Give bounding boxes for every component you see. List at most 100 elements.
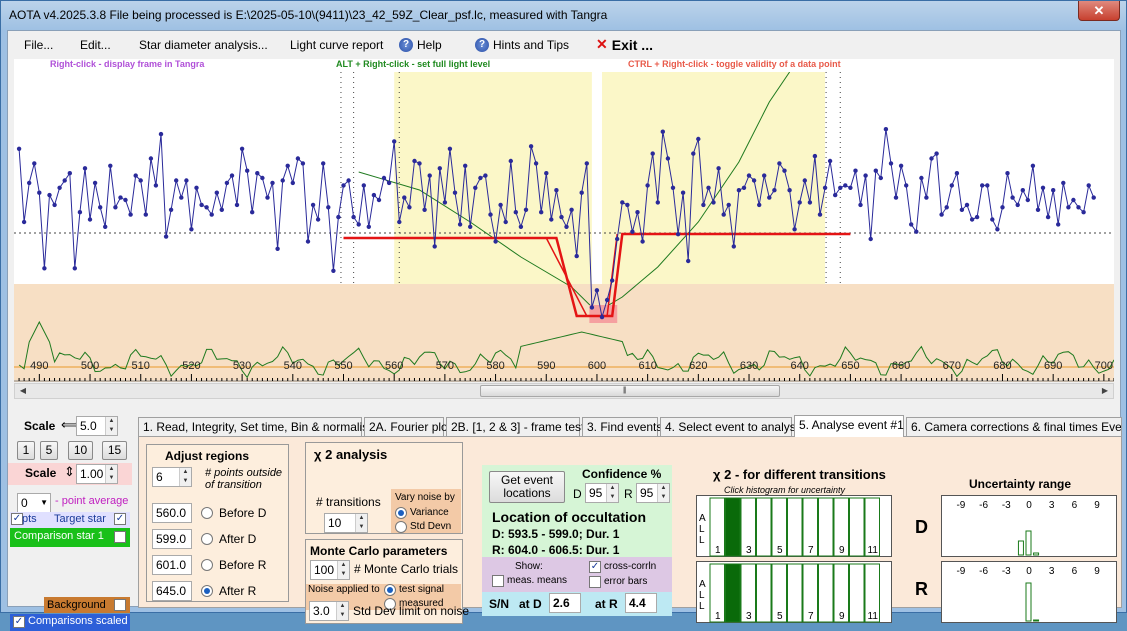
background-checkbox[interactable] bbox=[114, 599, 126, 611]
measured-label: measured bbox=[399, 598, 444, 609]
tab-select-event[interactable]: 4. Select event to analyse bbox=[660, 417, 802, 436]
data-point bbox=[498, 202, 503, 208]
menu-star-diameter[interactable]: Star diameter analysis... bbox=[139, 38, 268, 52]
variance-radio[interactable] bbox=[395, 507, 407, 519]
points-outside-spinner[interactable]: 6 ▲ ▼ bbox=[152, 467, 192, 487]
meas-means-checkbox[interactable] bbox=[492, 575, 504, 587]
spinner-arrows-icon[interactable]: ▲ ▼ bbox=[606, 484, 618, 502]
background-row bbox=[44, 597, 130, 613]
title-bar[interactable]: AOTA v4.2025.3.8 File being processed is… bbox=[1, 1, 1126, 29]
scroll-left-icon[interactable]: ◀ bbox=[19, 386, 27, 395]
at-d-label: at D bbox=[519, 597, 542, 611]
hint-strip: Right-click - display frame in Tangra AL… bbox=[14, 59, 1114, 73]
data-point bbox=[523, 207, 529, 212]
error-bars-checkbox[interactable] bbox=[589, 576, 601, 588]
data-point bbox=[898, 163, 904, 168]
uncertainty-histogram-d[interactable]: -9 -6 -3 0 3 6 9 bbox=[941, 495, 1117, 557]
comparisons-scaled-checkbox[interactable]: ✓ bbox=[13, 616, 25, 628]
after-r-label: After R bbox=[219, 584, 257, 598]
spinner-arrows-icon[interactable]: ▲ ▼ bbox=[179, 468, 191, 486]
scale-10-button[interactable]: 10 bbox=[68, 441, 93, 460]
scale-v-spinner[interactable]: 1.00 ▲ ▼ bbox=[76, 464, 118, 484]
spinner-arrows-icon[interactable]: ▲ ▼ bbox=[657, 484, 669, 502]
std-devn-radio[interactable] bbox=[395, 521, 407, 533]
data-point bbox=[62, 178, 67, 183]
mc-trials-spinner[interactable]: 100 ▲ ▼ bbox=[310, 560, 350, 580]
tab-analyse-event[interactable]: 5. Analyse event #1 bbox=[794, 415, 904, 437]
data-point bbox=[1000, 205, 1005, 210]
spinner-arrows-icon[interactable]: ▲ ▼ bbox=[336, 602, 348, 620]
data-point bbox=[113, 205, 118, 210]
menu-exit[interactable]: ✕ Exit ... bbox=[596, 36, 653, 53]
before-r-input[interactable]: 601.0 bbox=[152, 555, 192, 575]
after-r-radio[interactable] bbox=[201, 585, 213, 597]
data-point bbox=[701, 202, 706, 208]
after-d-input[interactable]: 599.0 bbox=[152, 529, 192, 549]
scroll-thumb[interactable]: ||| bbox=[480, 385, 780, 397]
tab-find-events[interactable]: 3. Find events bbox=[582, 417, 662, 436]
scroll-right-icon[interactable]: ▶ bbox=[1101, 386, 1109, 395]
data-point bbox=[985, 183, 990, 188]
x-tick-label: 530 bbox=[233, 360, 251, 372]
target-star-checkbox[interactable]: ✓ bbox=[114, 513, 126, 525]
point-average-select[interactable]: 0 ▼ bbox=[17, 493, 51, 513]
spinner-arrows-icon[interactable]: ▲ ▼ bbox=[105, 417, 117, 435]
data-point bbox=[665, 156, 671, 161]
get-event-locations-button[interactable]: Get event locations bbox=[489, 471, 565, 503]
data-point bbox=[721, 212, 726, 217]
data-point bbox=[463, 163, 468, 168]
data-point bbox=[904, 183, 909, 188]
data-point bbox=[995, 227, 1000, 232]
before-d-radio[interactable] bbox=[201, 507, 213, 519]
tab-frame-test[interactable]: 2B. [1, 2 & 3] - frame test bbox=[446, 417, 584, 436]
before-d-input[interactable]: 560.0 bbox=[152, 503, 192, 523]
data-point bbox=[990, 217, 995, 222]
light-curve-svg[interactable]: 490 500 510 520 530 540 550 560 570 580 590 600 610 6… bbox=[14, 72, 1114, 382]
data-point bbox=[351, 214, 356, 220]
light-curve-plot[interactable]: 490 500 510 520 530 540 550 560 570 580 590 600 610 6… bbox=[14, 72, 1114, 382]
spinner-arrows-icon[interactable]: ▲ ▼ bbox=[337, 561, 349, 579]
tab-fourier[interactable]: 2A. Fourier plot bbox=[364, 417, 451, 436]
data-point bbox=[1005, 171, 1010, 176]
uncertainty-tick-label: 9 bbox=[1094, 566, 1100, 577]
tab-camera-corrections[interactable]: 6. Camera corrections & final times Even… bbox=[906, 417, 1122, 436]
close-window-button[interactable]: ✕ bbox=[1078, 1, 1120, 21]
data-point bbox=[848, 185, 853, 190]
measured-radio[interactable] bbox=[384, 598, 396, 610]
uncertainty-histogram-r[interactable]: -9 -6 -3 0 3 6 9 bbox=[941, 561, 1117, 623]
conf-d-spinner[interactable]: 95 ▲ ▼ bbox=[585, 483, 619, 503]
data-point bbox=[1020, 188, 1025, 193]
histogram-bar bbox=[849, 563, 865, 623]
scale-h-spinner[interactable]: 5.0 ▲ ▼ bbox=[76, 416, 118, 436]
plot-scrollbar[interactable]: ◀ ||| ▶ bbox=[14, 383, 1114, 399]
spinner-arrows-icon[interactable]: ▲ ▼ bbox=[355, 514, 367, 532]
menu-help[interactable]: ? Help bbox=[399, 38, 442, 52]
scale-5-button[interactable]: 5 bbox=[40, 441, 58, 460]
spinner-arrows-icon[interactable]: ▲ ▼ bbox=[105, 465, 117, 483]
cross-corrin-checkbox[interactable]: ✓ bbox=[589, 561, 601, 573]
comparison-star-checkbox[interactable] bbox=[114, 531, 126, 543]
menu-light-curve-report[interactable]: Light curve report bbox=[290, 38, 383, 52]
data-point bbox=[27, 180, 32, 186]
conf-r-spinner[interactable]: 95 ▲ ▼ bbox=[636, 483, 670, 503]
data-point bbox=[412, 158, 417, 164]
before-r-radio[interactable] bbox=[201, 559, 213, 571]
menu-file[interactable]: File... bbox=[24, 38, 53, 52]
after-d-radio[interactable] bbox=[201, 533, 213, 545]
menu-edit[interactable]: Edit... bbox=[80, 38, 111, 52]
std-dev-limit-spinner[interactable]: 3.0 ▲ ▼ bbox=[309, 601, 349, 621]
menu-hints[interactable]: ? Hints and Tips bbox=[475, 38, 569, 52]
data-point bbox=[726, 202, 731, 208]
data-point bbox=[341, 183, 346, 188]
test-signal-radio[interactable] bbox=[384, 584, 396, 596]
menu-bar: File... Edit... Star diameter analysis..… bbox=[8, 31, 1120, 59]
after-r-input[interactable]: 645.0 bbox=[152, 581, 192, 601]
histogram-tick-label: 7 bbox=[808, 545, 814, 556]
tab-read[interactable]: 1. Read, Integrity, Set time, Bin & norm… bbox=[138, 417, 375, 436]
transitions-spinner[interactable]: 10 ▲ ▼ bbox=[324, 513, 368, 533]
pts-checkbox[interactable]: ✓ bbox=[11, 513, 23, 525]
scale-15-button[interactable]: 15 bbox=[102, 441, 127, 460]
scale-1-button[interactable]: 1 bbox=[17, 441, 35, 460]
